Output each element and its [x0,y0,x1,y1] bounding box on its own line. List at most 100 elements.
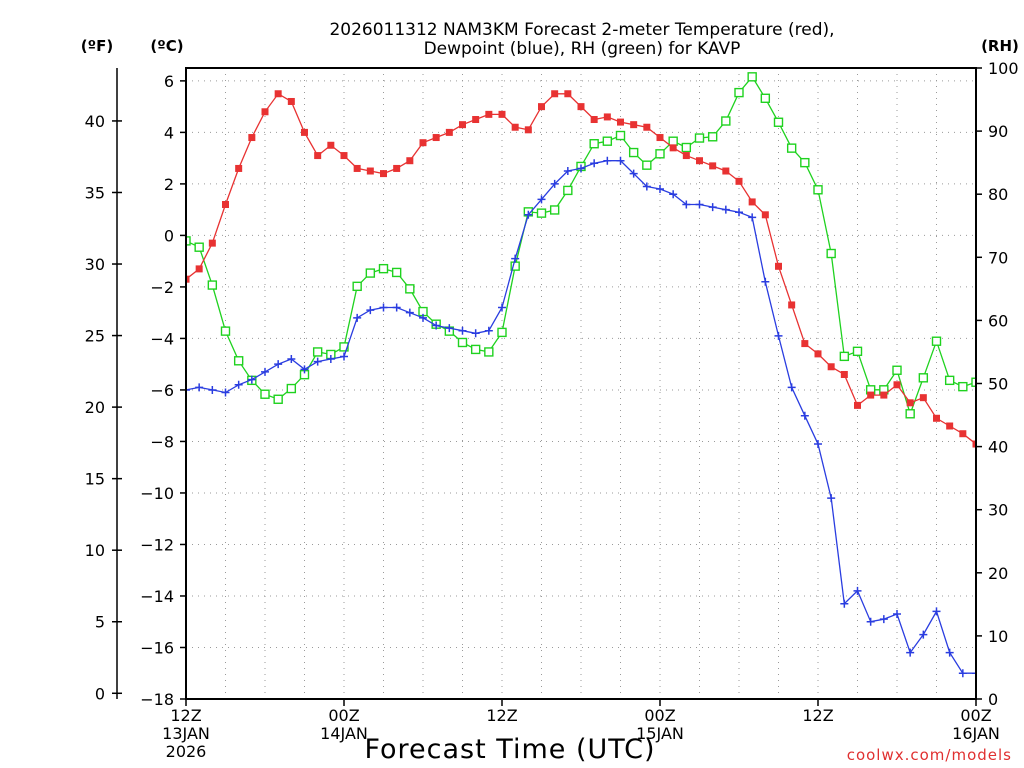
fahrenheit-unit-label: (ºF) [81,37,113,55]
fahrenheit-tick-label: 35 [85,183,105,202]
rh-point [484,347,494,357]
rh-point [602,136,613,146]
celsius-tick-label: −12 [140,535,174,554]
dewpoint-point [340,352,348,361]
rh-point [813,185,823,195]
dewpoint-point [603,156,612,165]
plot-frame [185,67,977,700]
rh-point [944,375,955,386]
chart-subtitle: Dewpoint (blue), RH (green) for KAVP [424,39,741,59]
temperature-point [432,134,440,142]
fahrenheit-tick-label: 20 [85,398,105,417]
temperature-point [933,414,940,422]
temperature-point [353,164,361,172]
fahrenheit-tick-label: 40 [85,112,105,131]
dewpoint-point [247,375,256,384]
celsius-tick-label: −2 [150,278,174,297]
x-tick-label: 00Z [328,706,359,725]
dewpoint-point [511,254,520,263]
temperature-point [656,134,664,142]
rh-point [707,132,718,142]
x-tick-label: 12Z [486,706,517,725]
temperature-point [498,110,506,118]
temperature-point [261,108,269,116]
temperature-point [222,201,229,209]
fahrenheit-tick-label: 30 [85,255,105,274]
temperature-point [630,121,638,129]
x-axis-title: Forecast Time (UTC) [364,734,655,765]
dewpoint-point [787,383,796,392]
temperature-point [419,139,427,147]
rh-tick-label: 70 [988,248,1008,267]
rh-point [194,242,204,252]
dewpoint-point [261,367,269,376]
dewpoint-point [274,360,283,369]
dewpoint-point [800,411,809,420]
rh-tick-label: 100 [988,59,1019,78]
rh-point [655,149,665,159]
rh-point [681,142,692,153]
fahrenheit-tick-label: 5 [95,613,105,632]
rh-point [220,326,231,336]
dewpoint-point [945,648,954,657]
temperature-point [788,301,796,309]
dewpoint-point [616,156,625,165]
temperature-point [919,394,927,402]
rh-point [905,409,915,419]
rh-point [931,336,942,346]
temperature-point [485,110,493,118]
temperature-point [366,167,374,175]
temperature-point [867,391,875,399]
temperature-point [603,113,611,121]
rh-unit-label: (RH) [981,37,1019,55]
temperature-point [709,162,717,170]
rh-point [260,389,270,399]
celsius-tick-label: 0 [164,226,174,245]
dewpoint-point [353,313,362,322]
rh-tick-label: 30 [988,501,1008,520]
temperature-point [722,167,730,175]
temperature-point [208,239,216,247]
rh-point [615,130,626,141]
temperature-point [340,152,348,160]
temperature-point [735,177,743,185]
rh-point [747,72,757,82]
temperature-point [538,103,545,111]
rh-point [760,93,771,103]
celsius-tick-label: −10 [140,484,174,503]
temperature-point [590,116,598,124]
x-tick-label: 00Z [644,706,675,725]
dewpoint-point [590,159,599,168]
rh-point [800,157,810,168]
dewpoint-point [748,213,757,222]
rh-point [668,136,678,146]
temperature-point [959,430,967,438]
dewpoint-point [379,303,388,312]
rh-tick-label: 60 [988,311,1008,330]
rh-point [286,383,297,394]
dewpoint-point [893,610,901,619]
dewpoint-point [550,179,559,188]
dewpoint-point [774,331,783,340]
celsius-tick-label: −16 [140,638,174,657]
temperature-point [459,121,466,129]
temperature-point [696,157,703,165]
dewpoint-point [208,385,217,394]
dewpoint-point [405,308,414,317]
dewpoint-point [656,185,664,194]
rh-point [958,381,968,392]
x-tick-label: 12Z [170,706,201,725]
x-tick-label: 00Z [960,706,991,725]
dewpoint-point [761,277,770,286]
dewpoint-point [484,326,493,335]
dewpoint-point [498,303,506,312]
rh-point [892,365,902,375]
rh-point [365,268,376,278]
temperature-point [827,363,835,371]
dewpoint-point [958,669,967,678]
rh-tick-label: 80 [988,185,1008,204]
temperature-point [551,90,559,98]
temperature-point [946,422,954,430]
dewpoint-point [524,210,533,219]
